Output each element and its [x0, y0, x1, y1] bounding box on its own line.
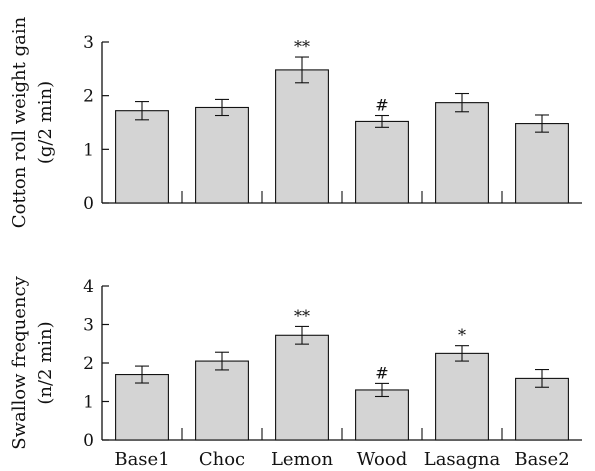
significance-marker: # [375, 363, 388, 382]
bar [435, 352, 489, 441]
bar [195, 106, 249, 204]
y-axis-unit-label: (n/2 min) [35, 321, 56, 404]
y-tick-label: 0 [83, 431, 94, 451]
category-label: Choc [199, 449, 245, 470]
y-tick-label: 0 [83, 194, 94, 214]
y-tick-label: 2 [83, 354, 94, 374]
category-label: Lemon [271, 449, 334, 470]
y-tick-label: 3 [83, 33, 94, 53]
y-axis-label: Swallow frequency [9, 275, 30, 449]
significance-marker: ** [294, 37, 310, 56]
bar [275, 69, 329, 204]
y-tick-label: 3 [83, 316, 94, 336]
y-tick-label: 4 [83, 277, 94, 297]
bar [115, 373, 169, 441]
bar [515, 123, 569, 204]
category-label: Wood [357, 449, 407, 470]
bar [515, 377, 569, 441]
y-tick-label: 2 [83, 87, 94, 107]
category-label: Base1 [114, 449, 169, 470]
category-label: Lasagna [424, 449, 501, 470]
bar [275, 334, 329, 441]
y-axis-label: Cotton roll weight gain [9, 16, 30, 228]
top-panel-cotton-roll-chart: 0 1 2 3 ** # Cotton roll weight gain (g/2 min) [9, 16, 582, 228]
bar [355, 389, 409, 441]
bar [195, 360, 249, 441]
significance-marker: * [458, 326, 466, 345]
bottom-panel-swallow-chart: 0 1 2 3 4 Base1 Choc ** Lemon # Wood * Lasagna Base2 S… [9, 275, 582, 470]
bar [115, 110, 169, 204]
y-axis-unit-label: (g/2 min) [35, 81, 56, 164]
significance-marker: # [375, 96, 388, 115]
bar [435, 102, 489, 204]
category-label: Base2 [514, 449, 569, 470]
y-tick-label: 1 [83, 140, 94, 160]
bar [355, 120, 409, 204]
y-tick-label: 1 [83, 393, 94, 413]
significance-marker: ** [294, 306, 310, 325]
